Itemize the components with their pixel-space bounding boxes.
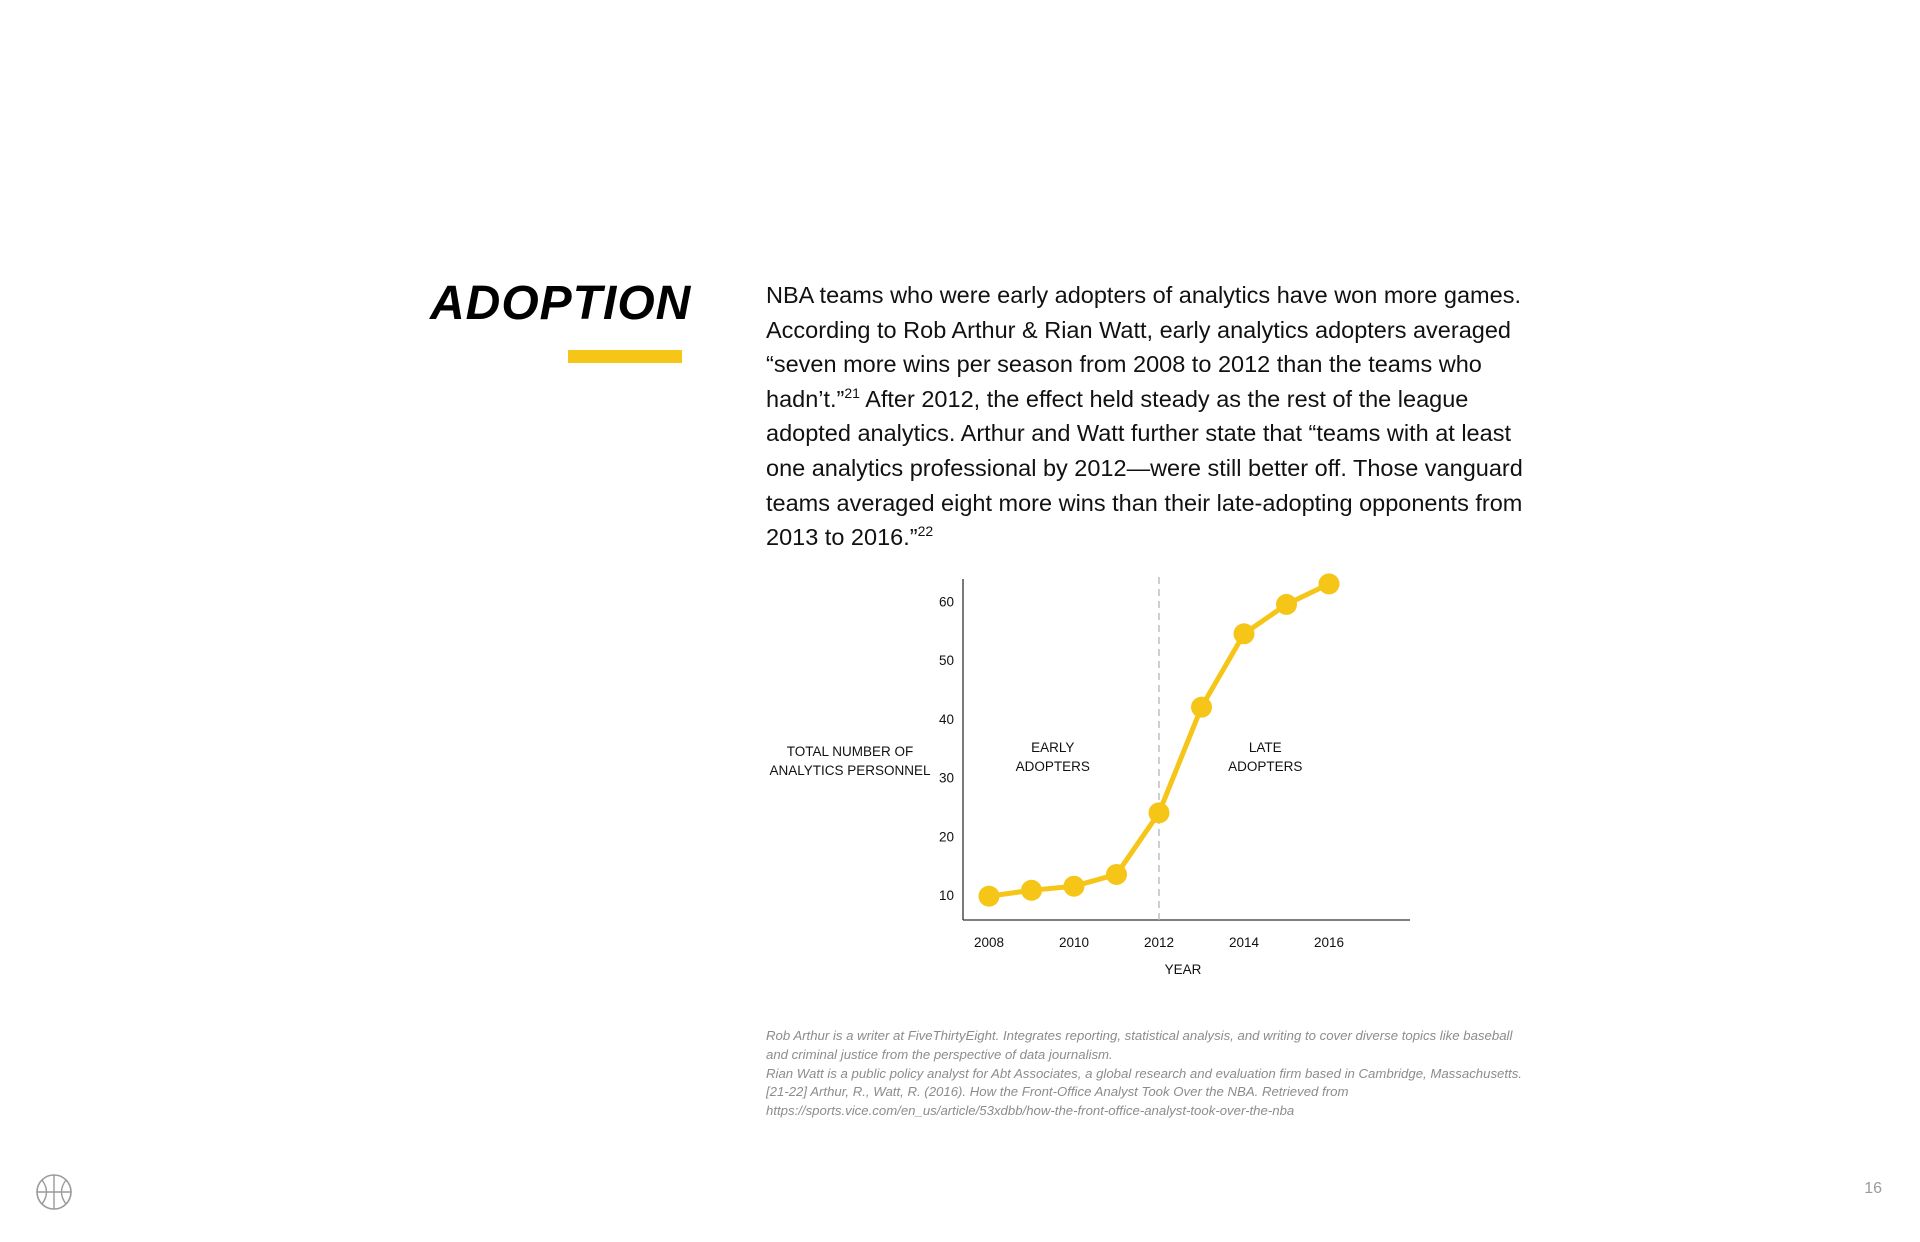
title-underline-bar	[568, 350, 682, 363]
data-point	[1191, 696, 1212, 718]
footnote-rian-watt: Rian Watt is a public policy analyst for…	[766, 1065, 1522, 1081]
data-point	[1276, 593, 1297, 615]
body-text-part-1: NBA teams who were early adopters of ana…	[766, 282, 1521, 412]
y-tick-label: 50	[939, 653, 954, 668]
data-point	[1106, 863, 1127, 885]
page-number: 16	[1864, 1180, 1882, 1197]
footnote-rob-arthur: Rob Arthur is a writer at FiveThirtyEigh…	[766, 1028, 1513, 1062]
x-tick-label: 2016	[1314, 935, 1344, 950]
y-axis-label: ANALYTICS PERSONNEL	[769, 763, 931, 778]
x-tick-label: 2010	[1059, 935, 1089, 950]
data-point	[978, 885, 1000, 907]
early-adopters-label: EARLY	[1031, 740, 1074, 755]
y-tick-label: 10	[939, 888, 954, 903]
data-point	[1318, 573, 1340, 595]
body-paragraph: NBA teams who were early adopters of ana…	[766, 278, 1526, 555]
footnotes: Rob Arthur is a writer at FiveThirtyEigh…	[766, 1027, 1526, 1121]
footnote-ref-22: 22	[917, 523, 934, 540]
x-axis-label: YEAR	[1165, 962, 1202, 977]
analytics-personnel-chart: 10 20 30 40 50 60 2008 2010 2012 2014 2016 YEAR TOTA…	[769, 573, 1410, 977]
late-adopters-label: ADOPTERS	[1228, 759, 1302, 774]
y-axis-label: TOTAL NUMBER OF	[787, 744, 914, 759]
x-tick-label: 2014	[1229, 935, 1260, 950]
data-point	[1021, 879, 1042, 901]
y-tick-label: 30	[939, 771, 954, 786]
y-tick-label: 60	[939, 595, 954, 610]
footnote-ref-21: 21	[844, 384, 860, 401]
y-tick-label: 20	[939, 829, 954, 844]
page-title: ADOPTION	[430, 277, 692, 330]
late-adopters-label: LATE	[1249, 740, 1282, 755]
y-tick-label: 40	[939, 712, 954, 727]
x-tick-label: 2012	[1144, 935, 1174, 950]
body-text-part-2: After 2012, the effect held steady as th…	[766, 385, 1523, 551]
x-tick-label: 2008	[974, 935, 1004, 950]
data-point	[1233, 623, 1255, 645]
basketball-icon	[36, 1174, 72, 1210]
data-point	[1063, 875, 1085, 897]
early-adopters-label: ADOPTERS	[1016, 759, 1090, 774]
data-point	[1148, 802, 1170, 824]
footnote-citation: [21-22] Arthur, R., Watt, R. (2016). How…	[766, 1084, 1349, 1119]
